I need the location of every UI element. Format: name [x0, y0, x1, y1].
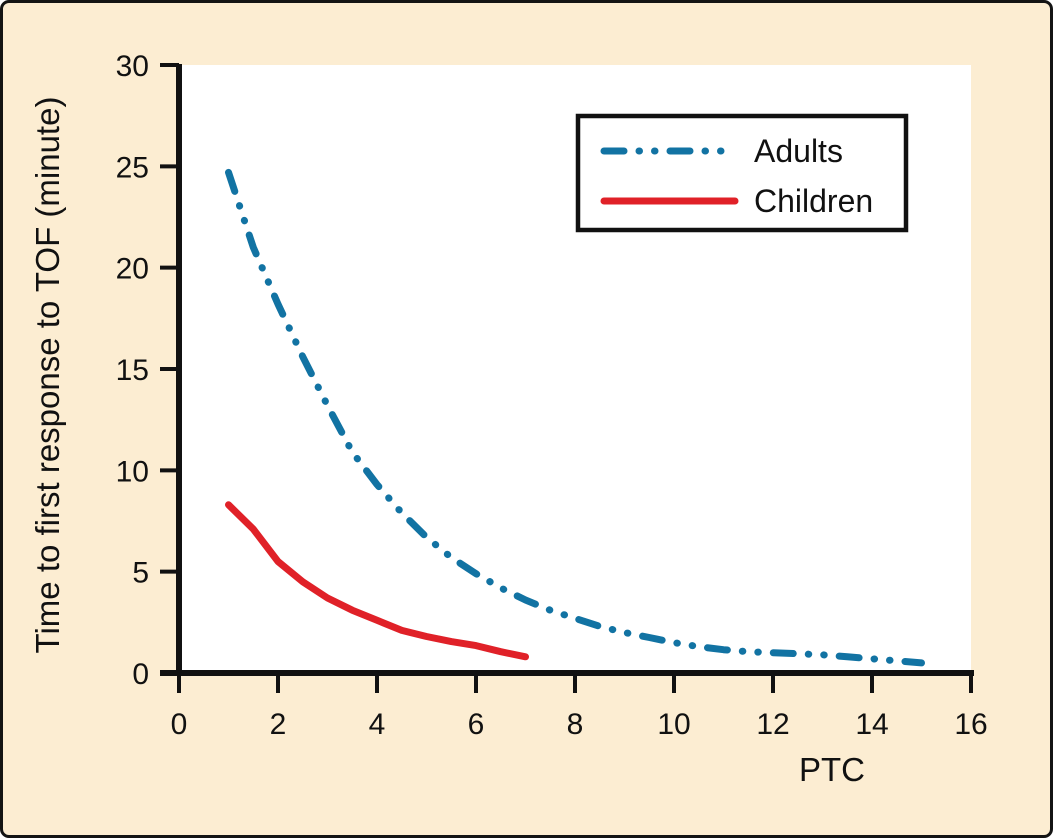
y-tick-label: 30 [116, 50, 149, 83]
y-axis-tick-labels: 0 5 10 15 20 25 30 [116, 50, 149, 691]
x-tick-label: 14 [855, 708, 888, 741]
x-axis: 0 2 4 6 8 10 12 14 16 PTC [160, 670, 988, 788]
x-tick-label: 10 [657, 708, 690, 741]
y-tick-label: 25 [116, 151, 149, 184]
x-tick-label: 2 [270, 708, 287, 741]
legend-adults-label: Adults [754, 133, 843, 169]
y-tick-label: 20 [116, 253, 149, 286]
x-axis-title: PTC [799, 751, 865, 788]
legend-box [575, 113, 909, 233]
y-tick-label: 0 [132, 658, 149, 691]
adults-line [225, 168, 925, 667]
children-line [225, 501, 529, 661]
y-tick-label: 15 [116, 354, 149, 387]
x-tick-label: 12 [756, 708, 789, 741]
x-axis-ticks [177, 673, 973, 693]
legend-children-label: Children [754, 183, 873, 219]
x-axis-tick-labels: 0 2 4 6 8 10 12 14 16 [171, 708, 988, 741]
y-tick-label: 5 [132, 557, 149, 590]
legend: Adults Children [575, 113, 909, 233]
y-axis-title: Time to first response to TOF (minute) [29, 97, 66, 654]
x-tick-label: 8 [567, 708, 584, 741]
y-tick-label: 10 [116, 455, 149, 488]
x-tick-label: 6 [468, 708, 485, 741]
y-axis: 0 5 10 15 20 25 30 Time to first response to T… [29, 50, 182, 691]
x-tick-label: 16 [954, 708, 987, 741]
x-tick-label: 0 [171, 708, 188, 741]
x-tick-label: 4 [369, 708, 386, 741]
